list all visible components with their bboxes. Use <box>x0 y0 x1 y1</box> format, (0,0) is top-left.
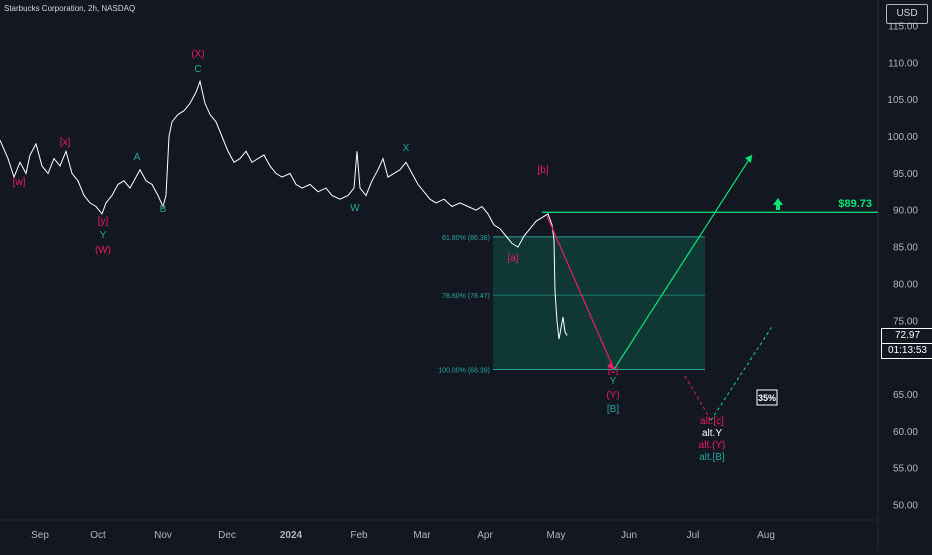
price-tick-90.00: 90.00 <box>893 206 918 217</box>
price-line[interactable] <box>0 79 568 340</box>
wave-label-0: [w] <box>13 177 26 188</box>
time-tick-Oct: Oct <box>90 530 106 541</box>
arrow-up-icon <box>773 198 783 210</box>
wave-label-7: (X) <box>191 49 204 60</box>
target-price-label: $89.73 <box>838 198 872 210</box>
time-tick-2024: 2024 <box>280 530 303 541</box>
wave-label-11: [b] <box>537 165 548 176</box>
wave-label-2: [y] <box>98 216 109 227</box>
fib-zone[interactable] <box>493 236 705 370</box>
wave-label-10: X <box>403 143 410 154</box>
price-tick-50.00: 50.00 <box>893 501 918 512</box>
wave-label-9: W <box>350 203 360 214</box>
last-price-label: 72.97 <box>881 328 932 344</box>
fib-label-61: 61.80% (86.38) <box>442 235 490 242</box>
price-tick-60.00: 60.00 <box>893 427 918 438</box>
price-tick-100.00: 100.00 <box>887 132 918 143</box>
time-tick-Dec: Dec <box>218 530 236 541</box>
chart-title: Starbucks Corporation, 2h, NASDAQ <box>4 4 136 13</box>
wave-label-13: [c] <box>608 365 619 376</box>
price-tick-105.00: 105.00 <box>887 95 918 106</box>
probability-label: 35% <box>758 393 776 403</box>
wave-label-1: [x] <box>60 137 71 148</box>
wave-label-19: alt.(Y) <box>699 440 726 451</box>
time-tick-May: May <box>547 530 566 541</box>
wave-label-15: (Y) <box>606 390 619 401</box>
time-tick-Feb: Feb <box>350 530 368 541</box>
arrow-head-icon <box>745 154 752 163</box>
alt-projection-down <box>684 375 712 421</box>
fib-label-100: 100.00% (68.39) <box>438 367 490 374</box>
wave-label-18: alt.Y <box>702 428 722 439</box>
wave-label-16: [B] <box>607 404 619 415</box>
price-tick-80.00: 80.00 <box>893 279 918 290</box>
wave-label-17: alt.[c] <box>700 416 724 427</box>
projection-wave-c <box>546 215 615 370</box>
wave-label-3: Y <box>100 230 107 241</box>
arrow-head-icon <box>607 361 614 370</box>
price-tick-55.00: 55.00 <box>893 464 918 475</box>
projection-up <box>613 154 753 370</box>
price-tick-115.00: 115.00 <box>888 22 918 33</box>
price-tick-85.00: 85.00 <box>893 243 918 254</box>
time-tick-Apr: Apr <box>477 530 493 541</box>
price-tick-95.00: 95.00 <box>893 169 918 180</box>
alt-projection-up <box>710 326 773 421</box>
price-tick-65.00: 65.00 <box>893 390 918 401</box>
time-tick-Mar: Mar <box>413 530 431 541</box>
wave-label-4: (W) <box>95 245 111 256</box>
probability-box <box>756 389 778 406</box>
wave-label-20: alt.[B] <box>699 452 725 463</box>
countdown-label: 01:13:53 <box>881 343 932 359</box>
time-tick-Nov: Nov <box>154 530 172 541</box>
wave-label-5: A <box>134 152 141 163</box>
price-tick-75.00: 75.00 <box>893 316 918 327</box>
wave-label-6: B <box>160 204 167 215</box>
currency-selector[interactable]: USD <box>886 4 928 24</box>
time-tick-Jun: Jun <box>621 530 637 541</box>
fib-label-78: 78.60% (78.47) <box>442 293 490 300</box>
price-tick-110.00: 110.00 <box>888 58 918 69</box>
wave-label-12: [a] <box>507 253 518 264</box>
wave-label-8: C <box>194 64 201 75</box>
time-tick-Sep: Sep <box>31 530 49 541</box>
time-tick-Aug: Aug <box>757 530 775 541</box>
wave-label-14: Y <box>610 376 617 387</box>
time-tick-Jul: Jul <box>687 530 700 541</box>
